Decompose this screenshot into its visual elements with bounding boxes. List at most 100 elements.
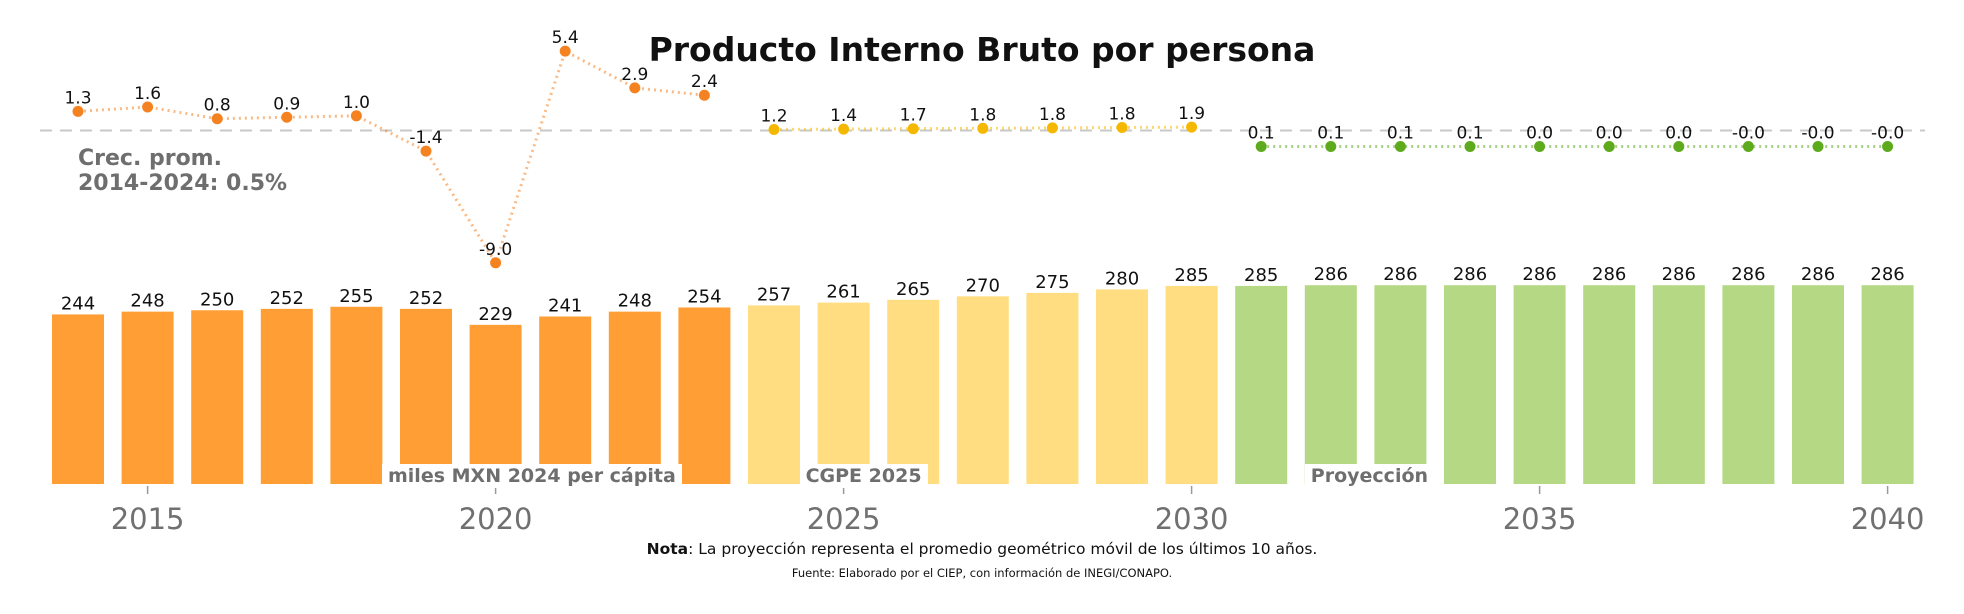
bar-value-label-2021: 241 xyxy=(548,296,582,317)
chart-title: Producto Interno Bruto por persona xyxy=(648,30,1316,69)
average-growth-line1: Crec. prom. xyxy=(78,146,222,171)
bar-value-label-2018: 255 xyxy=(339,286,373,307)
growth-point-2033 xyxy=(1394,141,1406,152)
bar-2030 xyxy=(1165,285,1218,484)
growth-label-2018: 1.0 xyxy=(343,93,370,113)
growth-point-2035 xyxy=(1534,141,1546,152)
growth-point-2034 xyxy=(1464,141,1476,152)
growth-label-2019: -1.4 xyxy=(409,128,442,148)
growth-point-2036 xyxy=(1603,141,1615,152)
growth-label-2025: 1.4 xyxy=(830,106,857,126)
bar-value-label-2039: 286 xyxy=(1801,264,1835,285)
bar-value-label-2015: 248 xyxy=(130,291,164,312)
bar-2015 xyxy=(121,311,174,484)
growth-point-2032 xyxy=(1325,141,1337,152)
growth-label-2028: 1.8 xyxy=(1039,105,1066,125)
growth-label-2026: 1.7 xyxy=(900,106,927,126)
bar-value-label-2016: 250 xyxy=(200,289,234,310)
average-growth-label: Crec. prom. 2014-2024: 0.5% xyxy=(78,146,287,196)
growth-label-2027: 1.8 xyxy=(969,105,996,125)
growth-point-2022 xyxy=(629,82,641,94)
growth-point-2026 xyxy=(907,123,919,135)
bar-2034 xyxy=(1444,285,1496,484)
growth-label-2023: 2.4 xyxy=(691,72,718,92)
bar-value-label-2027: 270 xyxy=(966,275,1000,296)
growth-point-2017 xyxy=(281,111,293,123)
growth-point-2031 xyxy=(1255,141,1267,152)
bar-value-label-2029: 280 xyxy=(1105,268,1139,289)
segment-label-cgpe: CGPE 2025 xyxy=(799,464,928,488)
source-note: Fuente: Elaborado por el CIEP, con infor… xyxy=(791,566,1173,580)
bar-2019 xyxy=(400,308,452,484)
growth-points xyxy=(72,45,1894,269)
bar-value-label-2024: 257 xyxy=(757,284,791,305)
bar-2040 xyxy=(1861,285,1914,484)
growth-label-2022: 2.9 xyxy=(621,65,648,85)
bar-2023 xyxy=(678,307,731,484)
bar-value-label-2019: 252 xyxy=(409,288,443,309)
bar-value-label-2038: 286 xyxy=(1731,264,1765,285)
growth-point-2024 xyxy=(768,124,780,135)
bar-2025 xyxy=(817,302,870,484)
bar-2031 xyxy=(1235,285,1288,484)
growth-point-2021 xyxy=(559,45,571,57)
growth-point-2016 xyxy=(211,113,223,125)
bar-value-label-2026: 265 xyxy=(896,279,930,300)
growth-label-2037: 0.0 xyxy=(1665,124,1692,144)
bar-value-label-2023: 254 xyxy=(687,286,721,307)
segment-label-projection: Proyección xyxy=(1304,464,1435,488)
bar-2016 xyxy=(191,310,244,484)
growth-lines xyxy=(77,48,1888,267)
growth-point-2023 xyxy=(698,89,710,101)
growth-point-2040 xyxy=(1882,141,1894,152)
x-tick-label-2015: 2015 xyxy=(111,502,185,536)
growth-label-2031: 0.1 xyxy=(1248,124,1275,144)
growth-point-2037 xyxy=(1673,141,1685,152)
growth-label-2032: 0.1 xyxy=(1317,124,1344,144)
bar-series xyxy=(52,285,1914,484)
x-axis-ticks: 2015 2020 2025 2030 2035 2040 xyxy=(111,486,1925,536)
growth-point-2029 xyxy=(1116,122,1128,133)
bar-value-label-2020: 229 xyxy=(478,304,512,325)
growth-point-2019 xyxy=(420,145,432,157)
bar-2020 xyxy=(469,324,522,484)
growth-label-2020: -9.0 xyxy=(479,240,512,260)
segment-label-historic: miles MXN 2024 per cápita xyxy=(382,464,682,488)
growth-point-2015 xyxy=(142,101,154,113)
growth-label-2024: 1.2 xyxy=(760,107,787,127)
growth-label-2030: 1.9 xyxy=(1178,104,1205,124)
bar-2029 xyxy=(1096,289,1148,484)
growth-value-labels: 1.3 1.6 0.8 0.9 1.0 -1.4 -9.0 5.4 2.9 2.4 1.2 1.4 1.… xyxy=(64,28,1904,260)
bar-2038 xyxy=(1722,285,1775,484)
bar-2033 xyxy=(1374,285,1427,484)
bar-2024 xyxy=(748,305,800,484)
growth-label-2016: 0.8 xyxy=(204,96,231,116)
bar-2035 xyxy=(1513,285,1566,484)
bar-2036 xyxy=(1583,285,1636,484)
bar-value-label-2022: 248 xyxy=(618,291,652,312)
growth-label-2038: -0.0 xyxy=(1732,124,1765,144)
growth-label-2035: 0.0 xyxy=(1526,124,1553,144)
x-tick-label-2040: 2040 xyxy=(1851,502,1925,536)
bar-2022 xyxy=(608,311,661,484)
bar-value-label-2031: 285 xyxy=(1244,265,1278,286)
bar-2017 xyxy=(260,308,313,484)
growth-label-2033: 0.1 xyxy=(1387,124,1414,144)
growth-point-2025 xyxy=(838,123,850,135)
growth-label-2015: 1.6 xyxy=(134,84,161,104)
bar-value-label-2036: 286 xyxy=(1592,264,1626,285)
x-tick-label-2025: 2025 xyxy=(807,502,881,536)
growth-point-2028 xyxy=(1046,122,1058,134)
bar-2014 xyxy=(52,314,104,484)
growth-label-2021: 5.4 xyxy=(552,28,579,48)
bar-2026 xyxy=(887,299,940,484)
growth-point-2014 xyxy=(72,105,84,117)
bar-value-label-2037: 286 xyxy=(1662,264,1696,285)
growth-label-2014: 1.3 xyxy=(64,88,91,108)
bar-value-label-2017: 252 xyxy=(270,288,304,309)
growth-point-2038 xyxy=(1742,141,1754,152)
bar-value-label-2035: 286 xyxy=(1522,264,1556,285)
growth-label-2029: 1.8 xyxy=(1108,105,1135,125)
growth-point-2018 xyxy=(350,110,362,122)
growth-label-2039: -0.0 xyxy=(1801,124,1834,144)
